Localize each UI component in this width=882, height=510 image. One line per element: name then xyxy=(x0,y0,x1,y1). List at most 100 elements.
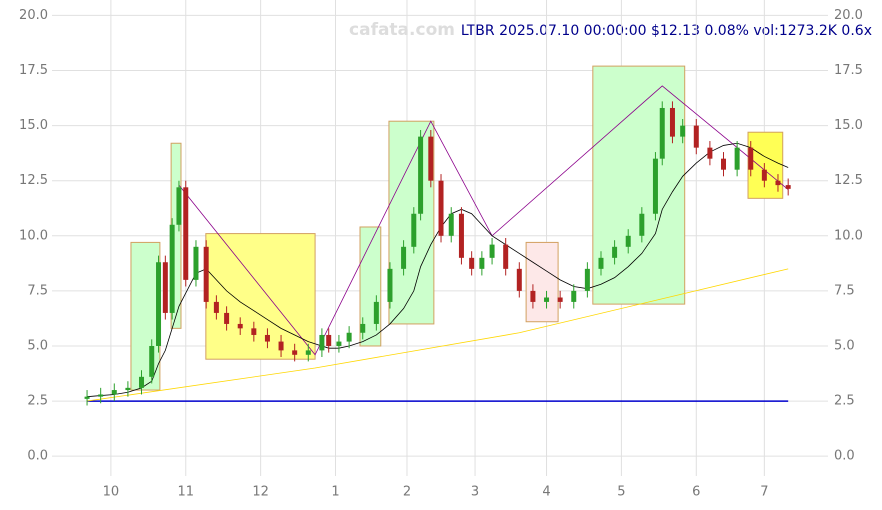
candle-body xyxy=(707,147,713,159)
candle-body xyxy=(598,257,604,269)
y-tick-label-right: 15.0 xyxy=(834,118,863,133)
candle-body xyxy=(319,334,325,351)
candle-body xyxy=(387,268,393,302)
y-tick-label: 7.5 xyxy=(27,283,48,298)
candle-body xyxy=(305,350,311,355)
watermark: cafata.com xyxy=(349,20,455,40)
candle-body xyxy=(224,312,230,324)
x-tick-label: 2 xyxy=(403,485,411,500)
candle-body xyxy=(489,244,495,258)
candle-body xyxy=(761,169,767,181)
y-tick-label-right: 10.0 xyxy=(834,228,863,243)
candle-body xyxy=(530,290,536,302)
candle-body xyxy=(734,147,740,170)
x-tick-label: 1 xyxy=(331,485,339,500)
y-tick-label: 0.0 xyxy=(27,449,48,464)
x-tick-label: 4 xyxy=(542,485,550,500)
y-tick-label: 2.5 xyxy=(27,394,48,409)
candle-body xyxy=(169,224,175,313)
y-tick-label-right: 12.5 xyxy=(834,173,863,188)
zone xyxy=(525,241,559,323)
y-tick-label: 15.0 xyxy=(19,118,48,133)
candle-body xyxy=(503,244,509,269)
candle-body xyxy=(84,396,90,399)
candle-body xyxy=(139,376,145,388)
candle-body xyxy=(292,350,298,355)
candle-body xyxy=(680,125,686,137)
candle-body xyxy=(584,268,590,291)
x-tick-label: 11 xyxy=(177,485,194,500)
candle-body xyxy=(411,213,417,247)
candle-body xyxy=(176,187,182,225)
candle-body xyxy=(373,301,379,324)
candle-body xyxy=(98,394,104,397)
candle-body xyxy=(639,213,645,236)
candle-body xyxy=(557,297,563,302)
candle-body xyxy=(401,246,407,269)
candle-body xyxy=(183,187,189,280)
y-tick-label: 5.0 xyxy=(27,338,48,353)
candle-body xyxy=(469,257,475,269)
candle-body xyxy=(652,158,658,214)
x-tick-label: 7 xyxy=(760,485,768,500)
zone xyxy=(592,65,686,305)
y-tick-label-right: 0.0 xyxy=(834,449,855,464)
candle-body xyxy=(659,107,665,159)
candle-body xyxy=(336,341,342,346)
candle-body xyxy=(237,323,243,329)
candle-body xyxy=(203,246,209,302)
candle-body xyxy=(775,180,781,186)
candle-body xyxy=(544,297,550,302)
candle-body xyxy=(571,290,577,302)
candle-body xyxy=(125,387,131,391)
candle-body xyxy=(193,246,199,280)
candle-body xyxy=(346,332,352,342)
candle-body xyxy=(479,257,485,269)
zone xyxy=(205,233,316,360)
candle-body xyxy=(516,268,522,291)
candle-body xyxy=(326,334,332,346)
zone xyxy=(130,241,161,391)
candle-body xyxy=(448,213,454,236)
candle-body xyxy=(748,147,754,170)
y-tick-label-right: 5.0 xyxy=(834,338,855,353)
candle-body xyxy=(156,262,162,346)
candle-body xyxy=(418,136,424,214)
candle-body xyxy=(785,185,791,189)
candle-body xyxy=(438,180,444,236)
candle-body xyxy=(162,262,168,313)
y-tick-label-right: 17.5 xyxy=(834,63,863,78)
slow-ma xyxy=(86,268,789,402)
candle-body xyxy=(213,301,219,313)
y-tick-label-right: 7.5 xyxy=(834,283,855,298)
candle-body xyxy=(264,334,270,342)
x-tick-label: 3 xyxy=(471,485,479,500)
candle-body xyxy=(612,246,618,258)
y-tick-label: 20.0 xyxy=(19,8,48,23)
chart-title: LTBR 2025.07.10 00:00:00 $12.13 0.08% vo… xyxy=(461,23,872,39)
y-tick-label-right: 20.0 xyxy=(834,8,863,23)
candle-body xyxy=(625,235,631,247)
candle-body xyxy=(149,345,155,377)
candle-body xyxy=(428,136,434,181)
zone xyxy=(747,131,784,199)
x-tick-label: 10 xyxy=(103,485,120,500)
candle-body xyxy=(458,213,464,258)
candle-body xyxy=(111,390,117,395)
x-tick-label: 5 xyxy=(617,485,625,500)
candle-body xyxy=(251,328,257,335)
candle-body xyxy=(360,323,366,333)
y-tick-label: 17.5 xyxy=(19,63,48,78)
candle-body xyxy=(693,125,699,148)
zigzag xyxy=(178,85,789,356)
moving-average xyxy=(87,142,789,398)
candle-body xyxy=(721,158,727,170)
candle-body xyxy=(278,341,284,351)
x-tick-label: 12 xyxy=(252,485,269,500)
candle-body xyxy=(669,107,675,137)
y-tick-label: 12.5 xyxy=(19,173,48,188)
y-tick-label-right: 2.5 xyxy=(834,394,855,409)
x-tick-label: 6 xyxy=(692,485,700,500)
